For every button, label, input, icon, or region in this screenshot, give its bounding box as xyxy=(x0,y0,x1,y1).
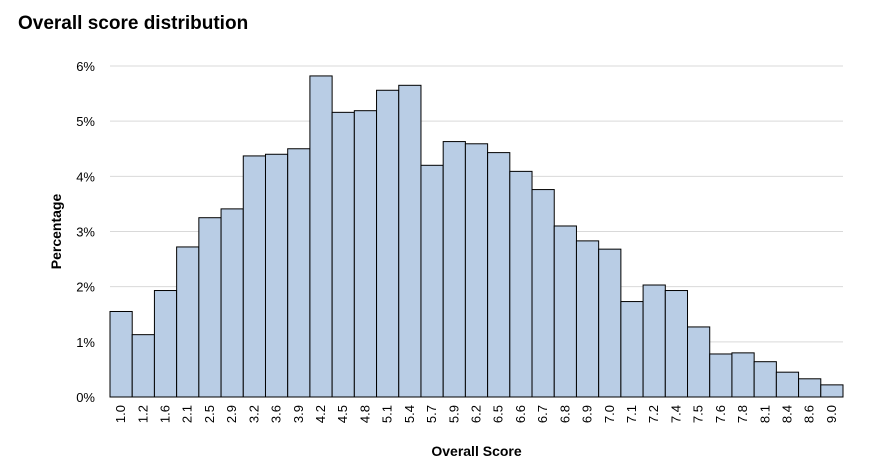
bar xyxy=(176,246,200,398)
bar xyxy=(731,352,755,398)
y-axis-title: Percentage xyxy=(48,194,64,270)
bar xyxy=(220,208,244,398)
bar xyxy=(442,141,466,398)
bar xyxy=(642,284,666,398)
bar xyxy=(620,301,644,398)
bar xyxy=(264,153,289,398)
bar xyxy=(798,378,822,398)
x-tick-label: 7.0 xyxy=(602,405,617,423)
bar xyxy=(309,75,333,398)
bar xyxy=(709,353,733,398)
bar xyxy=(687,326,711,398)
bar xyxy=(242,155,266,398)
bar xyxy=(775,371,800,398)
y-tick-label: 6% xyxy=(76,59,95,74)
bar xyxy=(509,170,533,398)
y-tick-label: 3% xyxy=(76,225,95,240)
bar xyxy=(198,217,222,398)
x-tick-label: 6.7 xyxy=(535,405,550,423)
bar xyxy=(420,164,444,398)
bar xyxy=(664,290,689,398)
bar xyxy=(464,143,489,398)
bar xyxy=(487,152,511,398)
y-tick-labels: 0% 1% 2% 3% 4% 5% 6% xyxy=(76,59,95,405)
bar xyxy=(131,334,155,398)
x-tick-label: 9.0 xyxy=(824,405,839,423)
x-tick-label: 6.9 xyxy=(580,405,595,423)
x-tick-label: 1.2 xyxy=(135,405,150,423)
x-tick-label: 8.1 xyxy=(757,405,772,423)
x-tick-label: 4.8 xyxy=(357,405,372,423)
x-tick-label: 4.5 xyxy=(335,405,350,423)
x-tick-label: 8.6 xyxy=(802,405,817,423)
x-tick-label: 6.2 xyxy=(469,405,484,423)
x-tick-label: 4.2 xyxy=(313,405,328,423)
x-tick-label: 1.6 xyxy=(158,405,173,423)
x-tick-labels: 1.0 1.2 1.6 2.1 2.5 2.9 3.2 3.6 3.9 4.2 4.5 4.8 5.1 5… xyxy=(113,405,839,423)
x-tick-label: 6.6 xyxy=(513,405,528,423)
x-tick-label: 7.6 xyxy=(713,405,728,423)
x-tick-label: 5.7 xyxy=(424,405,439,423)
x-tick-label: 7.1 xyxy=(624,405,639,423)
x-tick-label: 6.8 xyxy=(557,405,572,423)
y-tick-label: 0% xyxy=(76,390,95,405)
x-tick-label: 2.9 xyxy=(224,405,239,423)
x-tick-label: 5.9 xyxy=(446,405,461,423)
y-tick-label: 1% xyxy=(76,335,95,350)
x-tick-label: 7.8 xyxy=(735,405,750,423)
bar xyxy=(598,248,622,398)
bar xyxy=(331,111,355,398)
bar xyxy=(109,310,133,398)
x-tick-label: 2.1 xyxy=(180,405,195,423)
chart-title: Overall score distribution xyxy=(18,13,249,34)
x-tick-label: 3.9 xyxy=(291,405,306,423)
x-tick-label: 6.5 xyxy=(491,405,506,423)
bar xyxy=(376,89,400,398)
x-tick-label: 7.5 xyxy=(691,405,706,423)
bars xyxy=(109,75,844,398)
x-tick-label: 2.5 xyxy=(202,405,217,423)
x-tick-label: 5.1 xyxy=(380,405,395,423)
bar xyxy=(398,84,422,398)
bar xyxy=(287,148,311,398)
bar xyxy=(353,110,378,398)
x-tick-label: 1.0 xyxy=(113,405,128,423)
y-tick-label: 2% xyxy=(76,280,95,295)
bar xyxy=(553,225,577,398)
x-tick-label: 3.6 xyxy=(269,405,284,423)
x-tick-label: 5.4 xyxy=(402,405,417,423)
bar xyxy=(820,384,844,398)
y-tick-label: 4% xyxy=(76,169,95,184)
x-tick-label: 7.4 xyxy=(668,405,683,423)
bar xyxy=(575,240,600,398)
bar xyxy=(531,189,555,398)
y-tick-label: 5% xyxy=(76,114,95,129)
x-tick-label: 8.4 xyxy=(779,405,794,423)
bar xyxy=(753,361,777,398)
x-tick-label: 7.2 xyxy=(646,405,661,423)
x-tick-label: 3.2 xyxy=(246,405,261,423)
bar xyxy=(153,290,178,398)
x-axis-title: Overall Score xyxy=(431,443,521,459)
